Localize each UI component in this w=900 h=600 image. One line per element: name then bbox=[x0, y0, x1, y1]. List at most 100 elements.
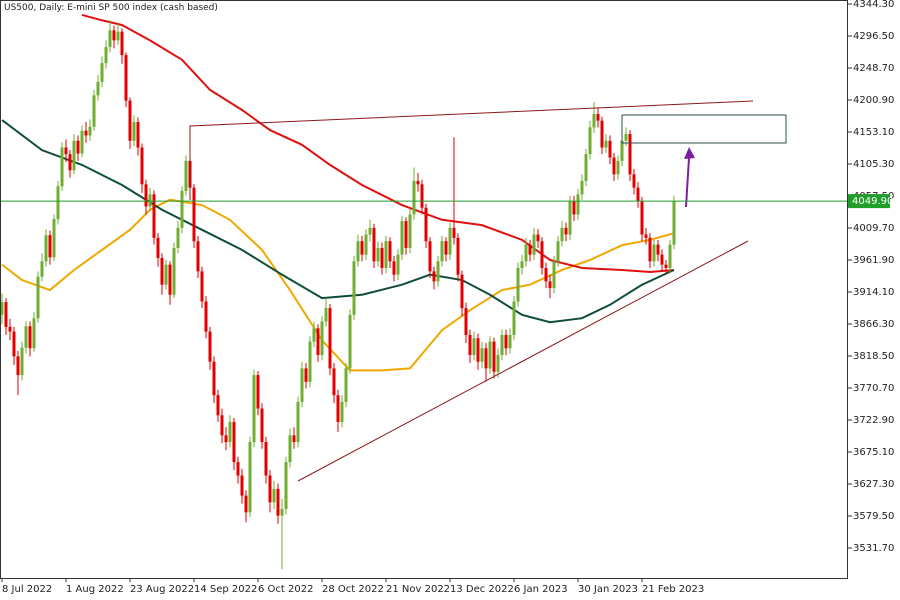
candle-body bbox=[264, 442, 268, 476]
candle-body bbox=[204, 301, 208, 332]
candle-body bbox=[604, 140, 608, 148]
candle-body bbox=[612, 157, 616, 175]
y-tick-label: 3866.30 bbox=[853, 319, 894, 330]
resistance-trendline bbox=[189, 100, 754, 200]
candle-body bbox=[356, 241, 360, 262]
candle-body bbox=[492, 341, 496, 372]
candle-body bbox=[40, 261, 44, 277]
candle-body bbox=[168, 264, 172, 295]
candle-body bbox=[244, 495, 248, 513]
candle-body bbox=[368, 227, 372, 235]
candle-body bbox=[668, 244, 672, 268]
x-tick-label: 23 Aug 2022 bbox=[130, 584, 194, 595]
candle-body bbox=[588, 127, 592, 155]
candle-body bbox=[524, 244, 528, 262]
candle-body bbox=[216, 395, 220, 416]
candle-body bbox=[408, 214, 412, 248]
candle-body bbox=[600, 120, 604, 148]
candle-body bbox=[512, 301, 516, 335]
candle-body bbox=[372, 227, 376, 262]
candle-body bbox=[560, 227, 564, 242]
candle-body bbox=[360, 241, 364, 255]
candle-body bbox=[364, 234, 368, 255]
candle-body bbox=[500, 334, 504, 356]
candle-body bbox=[44, 235, 48, 262]
candle-body bbox=[376, 247, 380, 262]
candle-body bbox=[636, 187, 640, 202]
candle-body bbox=[220, 415, 224, 436]
candle-body bbox=[624, 134, 628, 141]
candle-body bbox=[196, 241, 200, 272]
candle-body bbox=[56, 186, 60, 220]
y-tick-label: 4200.90 bbox=[853, 95, 894, 106]
price-label: 4049.90 bbox=[852, 196, 893, 207]
candle-body bbox=[152, 194, 156, 238]
candle-body bbox=[232, 421, 236, 463]
candle-body bbox=[180, 190, 184, 228]
candle-body bbox=[16, 356, 20, 376]
candle-body bbox=[396, 254, 400, 275]
candles bbox=[0, 20, 676, 570]
y-tick-label: 3675.10 bbox=[853, 447, 894, 458]
candle-body bbox=[332, 368, 336, 396]
candle-body bbox=[416, 180, 420, 185]
y-tick-label: 4105.30 bbox=[853, 159, 894, 170]
y-tick-label: 4344.30 bbox=[853, 0, 894, 10]
candle-body bbox=[224, 435, 228, 443]
candle-body bbox=[76, 140, 80, 154]
candle-body bbox=[584, 154, 588, 181]
candle-body bbox=[544, 267, 548, 282]
candle-body bbox=[400, 221, 404, 255]
x-tick-label: 1 Aug 2022 bbox=[66, 584, 124, 595]
x-tick-label: 14 Sep 2022 bbox=[194, 584, 257, 595]
candle-body bbox=[320, 321, 324, 356]
candle-body bbox=[96, 81, 100, 96]
candle-body bbox=[172, 247, 176, 295]
candle-body bbox=[648, 237, 652, 262]
candle-body bbox=[252, 375, 256, 443]
candle-body bbox=[548, 281, 552, 289]
candle-body bbox=[664, 264, 668, 268]
x-tick-label: 21 Feb 2023 bbox=[642, 584, 704, 595]
target-box bbox=[621, 114, 787, 144]
candle-body bbox=[128, 100, 132, 141]
y-tick-label: 3914.10 bbox=[853, 287, 894, 298]
candle-body bbox=[12, 331, 16, 357]
candle-body bbox=[652, 244, 656, 262]
candle-body bbox=[112, 30, 116, 41]
candle-body bbox=[496, 355, 500, 372]
candle-body bbox=[20, 347, 24, 376]
y-tick-label: 3961.90 bbox=[853, 255, 894, 266]
candle-body bbox=[540, 241, 544, 268]
candle-body bbox=[36, 276, 40, 319]
candle-body bbox=[536, 234, 540, 242]
candle-body bbox=[328, 308, 332, 369]
candle-body bbox=[292, 435, 296, 443]
candle-body bbox=[164, 264, 168, 285]
candle-body bbox=[312, 328, 316, 342]
candle-body bbox=[156, 237, 160, 258]
candle-body bbox=[508, 334, 512, 349]
candle-body bbox=[672, 201, 676, 245]
candle-body bbox=[8, 326, 12, 332]
candle-body bbox=[392, 261, 396, 275]
drawings bbox=[189, 100, 787, 482]
candle-body bbox=[304, 368, 308, 382]
candle-body bbox=[104, 47, 108, 64]
candle-body bbox=[260, 408, 264, 443]
candle-body bbox=[424, 207, 428, 242]
candle-body bbox=[620, 140, 624, 161]
candle-body bbox=[660, 254, 664, 265]
candle-body bbox=[32, 318, 36, 349]
candle-body bbox=[240, 475, 244, 496]
candle-body bbox=[656, 244, 660, 255]
candle-body bbox=[464, 308, 468, 335]
y-tick-label: 3531.70 bbox=[853, 543, 894, 554]
candle-body bbox=[412, 180, 416, 215]
moving-average bbox=[1, 119, 675, 324]
candle-body bbox=[48, 235, 52, 258]
x-tick-label: 21 Nov 2022 bbox=[386, 584, 450, 595]
candle-body bbox=[60, 147, 64, 187]
